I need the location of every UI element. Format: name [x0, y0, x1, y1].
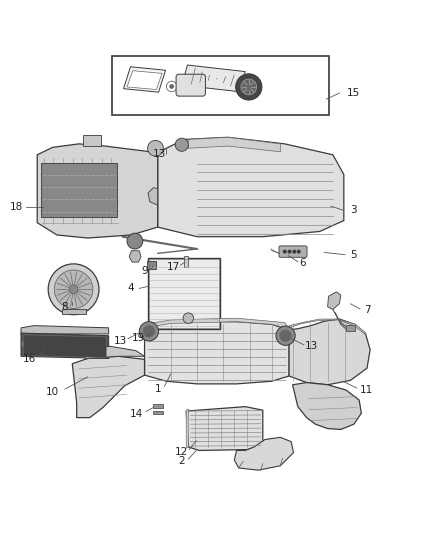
Polygon shape [293, 383, 361, 430]
FancyBboxPatch shape [279, 246, 307, 257]
Text: 19: 19 [132, 333, 145, 343]
Text: 3: 3 [350, 205, 357, 215]
Text: 5: 5 [350, 249, 357, 260]
Circle shape [175, 138, 188, 151]
Circle shape [54, 270, 93, 309]
Polygon shape [289, 319, 370, 385]
Bar [21, 340, 29, 347]
Circle shape [288, 250, 291, 253]
Bar [112, 56, 328, 115]
Polygon shape [158, 138, 344, 237]
Polygon shape [182, 65, 245, 92]
Circle shape [69, 285, 78, 294]
Circle shape [283, 250, 286, 253]
Polygon shape [37, 144, 158, 238]
Text: 8: 8 [61, 302, 68, 312]
Polygon shape [148, 188, 158, 205]
Text: 13: 13 [113, 336, 127, 346]
Text: 1: 1 [155, 384, 162, 394]
Text: 17: 17 [166, 262, 180, 272]
Bar [41, 163, 117, 216]
Circle shape [183, 313, 194, 324]
Polygon shape [289, 319, 366, 334]
Text: 10: 10 [46, 387, 59, 397]
FancyBboxPatch shape [176, 74, 205, 96]
Polygon shape [23, 335, 106, 358]
Circle shape [276, 326, 295, 345]
Polygon shape [21, 326, 109, 334]
Polygon shape [129, 251, 141, 262]
Bar [184, 256, 188, 268]
Polygon shape [127, 71, 162, 90]
Circle shape [127, 233, 143, 249]
Circle shape [236, 74, 262, 100]
Circle shape [297, 250, 300, 253]
Polygon shape [62, 309, 86, 314]
Circle shape [170, 84, 174, 88]
Polygon shape [186, 407, 263, 450]
Text: 18: 18 [10, 202, 23, 212]
Text: 15: 15 [347, 88, 360, 98]
Text: 14: 14 [130, 409, 143, 419]
Circle shape [293, 250, 296, 253]
Text: 11: 11 [360, 385, 373, 395]
Polygon shape [21, 333, 109, 359]
Polygon shape [188, 138, 280, 152]
Polygon shape [85, 346, 145, 359]
Polygon shape [234, 437, 293, 470]
Polygon shape [83, 135, 101, 146]
Polygon shape [72, 356, 145, 418]
Bar [149, 259, 219, 328]
Circle shape [48, 264, 99, 314]
Circle shape [148, 140, 163, 156]
Polygon shape [186, 409, 188, 448]
Bar [148, 258, 220, 329]
Text: 16: 16 [23, 354, 36, 365]
Polygon shape [145, 322, 289, 384]
Circle shape [241, 79, 257, 95]
Text: 12: 12 [175, 447, 188, 457]
Bar [153, 404, 163, 408]
Polygon shape [328, 292, 341, 310]
Text: 2: 2 [178, 456, 185, 466]
Text: 6: 6 [299, 258, 306, 268]
Text: 7: 7 [364, 305, 371, 316]
Circle shape [280, 330, 291, 342]
Text: 9: 9 [141, 266, 148, 276]
Polygon shape [145, 318, 289, 330]
Circle shape [143, 326, 155, 337]
Bar [346, 325, 355, 331]
Circle shape [166, 81, 177, 92]
Text: 4: 4 [127, 284, 134, 293]
Polygon shape [124, 67, 166, 92]
Text: 13: 13 [152, 149, 166, 159]
Circle shape [139, 322, 159, 341]
Text: 13: 13 [305, 341, 318, 351]
Bar [147, 261, 156, 269]
Bar [153, 410, 163, 414]
